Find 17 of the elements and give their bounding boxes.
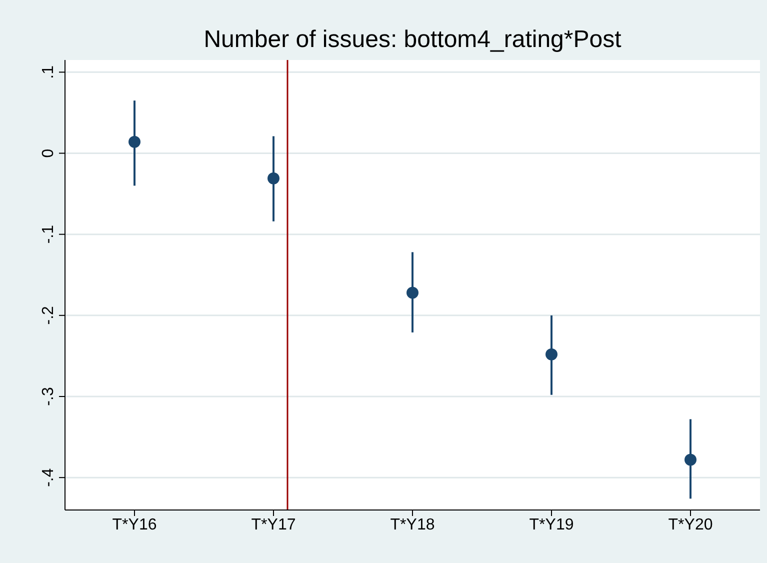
point	[406, 286, 418, 299]
y-tick-label: -.3	[40, 387, 57, 406]
point	[128, 136, 140, 148]
x-tick-label: T*Y16	[112, 516, 157, 534]
point	[684, 454, 696, 466]
y-tick-label: -.1	[40, 224, 57, 244]
x-tick-label: T*Y20	[668, 516, 713, 534]
chart-title: Number of issues: bottom4_rating*Post	[202, 26, 622, 54]
y-tick-label: .1	[40, 65, 57, 79]
point	[546, 348, 558, 360]
x-tick-label: T*Y18	[390, 516, 435, 534]
y-tick-label: -.2	[40, 306, 57, 325]
point	[268, 172, 280, 184]
x-tick-label: T*Y19	[529, 516, 574, 534]
x-tick-label: T*Y17	[251, 516, 296, 534]
y-tick-label: -.4	[40, 468, 57, 487]
y-tick-label: 0	[40, 148, 57, 158]
